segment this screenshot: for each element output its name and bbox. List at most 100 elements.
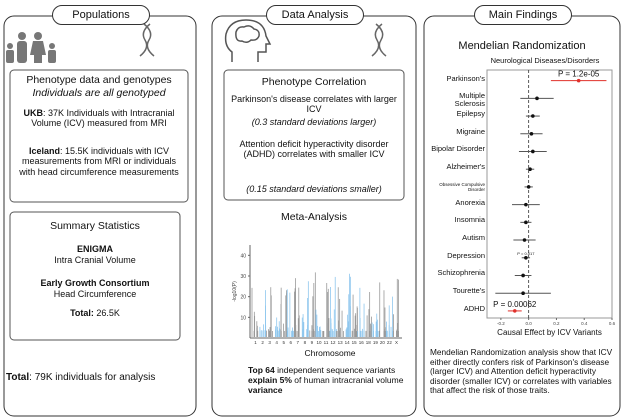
category-label: Bipolar Disorder <box>431 144 485 154</box>
x-tick-label: 0.2 <box>553 321 560 326</box>
section-title: Meta-Analysis <box>281 211 347 223</box>
box <box>9 69 189 203</box>
point <box>524 202 528 207</box>
summary: Mendelian Randomization analysis show th… <box>430 347 613 396</box>
x-tick-label: 11 <box>324 340 329 345</box>
x-tick-label: 5 <box>282 340 285 345</box>
box-subheading: Individuals are all genotyped <box>32 87 166 99</box>
category-label: Insomnia <box>454 215 485 225</box>
box <box>9 211 181 341</box>
p-label: P = 0.00062 <box>493 300 537 309</box>
x-tick-label: 9 <box>311 340 314 345</box>
box <box>223 69 405 201</box>
point <box>576 78 581 83</box>
panel-title: Main Findings <box>474 5 572 25</box>
point <box>512 309 517 313</box>
panel-title: Populations <box>52 5 150 25</box>
box-heading: Summary Statistics <box>50 220 140 232</box>
category-label: ADHD <box>463 303 485 313</box>
entry-text: Intra Cranial Volume <box>54 255 136 265</box>
point <box>521 273 525 278</box>
caption-part: of human intracranial volume <box>291 374 404 385</box>
x-tick-label: 22 <box>387 340 393 345</box>
plot-title: Neurological Diseases/Disorders <box>490 56 600 65</box>
y-tick-label: 40 <box>240 253 246 259</box>
summary-total: Total: 26.5K <box>12 308 178 318</box>
entry-text: : 37K Individuals with Intracranial Volu… <box>31 108 175 129</box>
entry-text: : 15.5K individuals with ICV measurement… <box>19 146 179 177</box>
p-label: P = 1.2e-05 <box>558 70 600 79</box>
x-tick-label: X <box>395 340 398 345</box>
x-axis-label: Causal Effect by ICV Variants <box>497 328 602 337</box>
x-tick-label: 14 <box>345 340 351 345</box>
caption-part: explain 5% <box>248 374 292 385</box>
category-label: Migraine <box>456 126 485 136</box>
point <box>535 96 539 101</box>
category-label: Autism <box>462 233 485 243</box>
finding: Attention deficit hyperactivity disorder… <box>239 139 389 160</box>
x-tick-label: 19 <box>373 340 379 345</box>
brain-icon <box>224 19 272 62</box>
category-label: Multiple Sclerosis <box>454 91 485 109</box>
category-label: Anorexia <box>455 197 485 207</box>
total-value: 26.5K <box>96 308 120 318</box>
x-axis-label: Chromosome <box>304 348 356 358</box>
point <box>524 220 528 225</box>
entry-name: Early Growth Consortium <box>40 278 150 288</box>
point <box>521 291 525 296</box>
point <box>529 131 534 136</box>
y-tick-label: 30 <box>240 274 246 280</box>
box-heading: Phenotype Correlation <box>261 76 367 88</box>
x-tick-label: 6 <box>290 340 293 345</box>
category-label: Depression <box>447 250 485 260</box>
point <box>522 238 527 242</box>
box-heading: Phenotype data and genotypes <box>26 74 172 86</box>
entry-text: Head Circumference <box>53 289 137 299</box>
x-tick-label: 0.4 <box>581 321 588 326</box>
category-label: Parkinson's <box>446 73 485 83</box>
caption-part: Top 64 <box>248 365 275 375</box>
total-label: Total: <box>70 308 94 318</box>
point <box>524 255 528 260</box>
y-axis-label: -log10(P) <box>232 281 238 302</box>
x-tick-label: -0.2 <box>497 321 505 326</box>
x-tick-label: 12 <box>331 340 337 345</box>
caption-part: variance <box>248 384 283 395</box>
x-tick-label: 15 <box>352 340 358 345</box>
family-icon <box>6 32 56 63</box>
x-tick-label: 7 <box>297 340 300 345</box>
category-label: Schizophrenia <box>437 268 485 278</box>
entry-name: Iceland <box>28 146 60 156</box>
x-tick-label: 0.0 <box>526 321 533 326</box>
finding-detail: (0.3 standard deviations larger) <box>251 117 377 127</box>
x-tick-label: 20 <box>380 340 386 345</box>
category-label: Tourette's <box>452 286 485 296</box>
x-tick-label: 16 <box>359 340 365 345</box>
caption: Top 64 independent sequence variants exp… <box>248 365 408 395</box>
entry-name: ENIGMA <box>77 244 113 254</box>
x-tick-label: 8 <box>304 340 307 345</box>
x-tick-label: 13 <box>338 340 344 345</box>
x-tick-label: 10 <box>316 340 322 345</box>
entry-name: UKB <box>23 108 43 118</box>
point <box>531 114 535 118</box>
y-tick-label: 10 <box>240 315 246 321</box>
section-title: Mendelian Randomization <box>458 40 586 52</box>
x-tick-label: 2 <box>261 340 264 345</box>
category-label: Alzheimer's <box>446 162 485 172</box>
p-label: P = 0.017 <box>517 251 535 256</box>
x-tick-label: 0.6 <box>609 321 616 326</box>
overall-total: Total: 79K individuals for analysis <box>6 372 194 384</box>
x-tick-label: 18 <box>366 340 372 345</box>
y-tick-label: 20 <box>240 295 246 301</box>
x-tick-label: 4 <box>275 340 278 345</box>
category-label: Epilepsy <box>456 109 485 119</box>
total-text: : 79K individuals for analysis <box>29 372 156 383</box>
entry: Iceland: 15.5K individuals with ICV meas… <box>16 146 182 177</box>
category-label: Obsessive Compulsive Disorder <box>439 181 485 192</box>
point <box>531 149 535 154</box>
